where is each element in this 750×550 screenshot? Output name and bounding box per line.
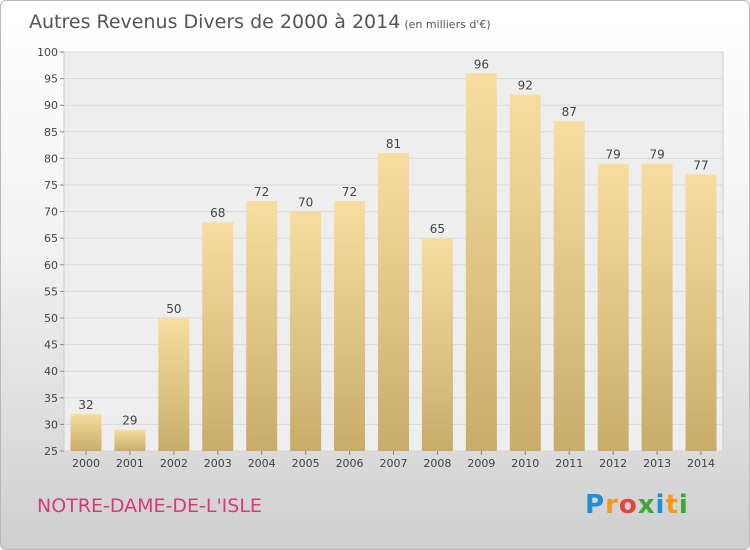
x-tick-label: 2008 — [423, 457, 451, 470]
value-label: 77 — [693, 158, 708, 172]
logo-letter: r — [605, 490, 619, 520]
y-tick-label: 75 — [44, 179, 58, 192]
x-tick-label: 2013 — [643, 457, 671, 470]
chart-title: Autres Revenus Divers de 2000 à 2014 (en … — [29, 11, 491, 33]
bar-2005 — [290, 211, 322, 451]
x-tick-label: 2011 — [555, 457, 583, 470]
value-label: 92 — [518, 79, 533, 93]
value-label: 79 — [606, 148, 621, 162]
bar-2010 — [509, 94, 541, 451]
logo-letter: i — [655, 490, 666, 520]
x-tick-label: 2014 — [687, 457, 715, 470]
value-label: 70 — [298, 196, 313, 210]
logo-letter: i — [678, 490, 689, 520]
bar-2014 — [685, 174, 717, 452]
value-label: 72 — [342, 185, 357, 199]
y-tick-label: 40 — [44, 365, 58, 378]
value-label: 96 — [474, 57, 489, 71]
logo-letter: o — [618, 490, 638, 520]
y-tick-label: 65 — [44, 232, 58, 245]
y-tick-label: 90 — [44, 99, 58, 112]
bar-2004 — [246, 200, 278, 451]
value-label: 50 — [166, 302, 181, 316]
y-tick-label: 25 — [44, 445, 58, 458]
unit-note: (en milliers d'€) — [404, 18, 491, 31]
value-label: 32 — [78, 398, 93, 412]
x-tick-label: 2005 — [292, 457, 320, 470]
bar-2006 — [334, 200, 366, 451]
value-label: 81 — [386, 137, 401, 151]
logo-letter: x — [637, 490, 656, 520]
value-label: 79 — [649, 148, 664, 162]
bar-2008 — [421, 238, 453, 451]
y-tick-label: 70 — [44, 206, 58, 219]
x-tick-label: 2000 — [72, 457, 100, 470]
y-tick-label: 80 — [44, 152, 58, 165]
x-tick-label: 2010 — [511, 457, 539, 470]
x-tick-label: 2006 — [336, 457, 364, 470]
y-tick-label: 50 — [44, 312, 58, 325]
logo-letter: t — [665, 490, 679, 520]
bar-2003 — [202, 222, 234, 451]
value-label: 29 — [122, 414, 137, 428]
x-tick-label: 2003 — [204, 457, 232, 470]
y-tick-label: 55 — [44, 285, 58, 298]
bar-2001 — [114, 429, 146, 451]
bar-2007 — [378, 153, 409, 451]
commune-name: NOTRE-DAME-DE-L'ISLE — [37, 495, 262, 517]
y-tick-label: 100 — [37, 46, 58, 59]
bar-2000 — [70, 413, 102, 451]
value-label: 65 — [430, 222, 445, 236]
bar-2011 — [553, 121, 585, 451]
proxiti-logo: Proxiti — [585, 490, 689, 520]
value-label: 87 — [562, 105, 577, 119]
x-tick-label: 2001 — [116, 457, 144, 470]
bar-2002 — [158, 318, 190, 451]
bar-2013 — [641, 163, 673, 451]
x-tick-label: 2004 — [248, 457, 276, 470]
y-tick-label: 60 — [44, 259, 58, 272]
bar-2009 — [465, 73, 497, 451]
y-tick-label: 45 — [44, 339, 58, 352]
x-tick-label: 2012 — [599, 457, 627, 470]
value-label: 68 — [210, 206, 225, 220]
value-label: 72 — [254, 185, 269, 199]
y-tick-label: 30 — [44, 418, 58, 431]
x-tick-label: 2007 — [380, 457, 408, 470]
y-tick-label: 85 — [44, 126, 58, 139]
y-tick-label: 35 — [44, 392, 58, 405]
bar-2012 — [597, 163, 629, 451]
x-tick-label: 2009 — [467, 457, 495, 470]
y-tick-label: 95 — [44, 73, 58, 86]
logo-letter: P — [585, 490, 606, 520]
x-tick-label: 2002 — [160, 457, 188, 470]
